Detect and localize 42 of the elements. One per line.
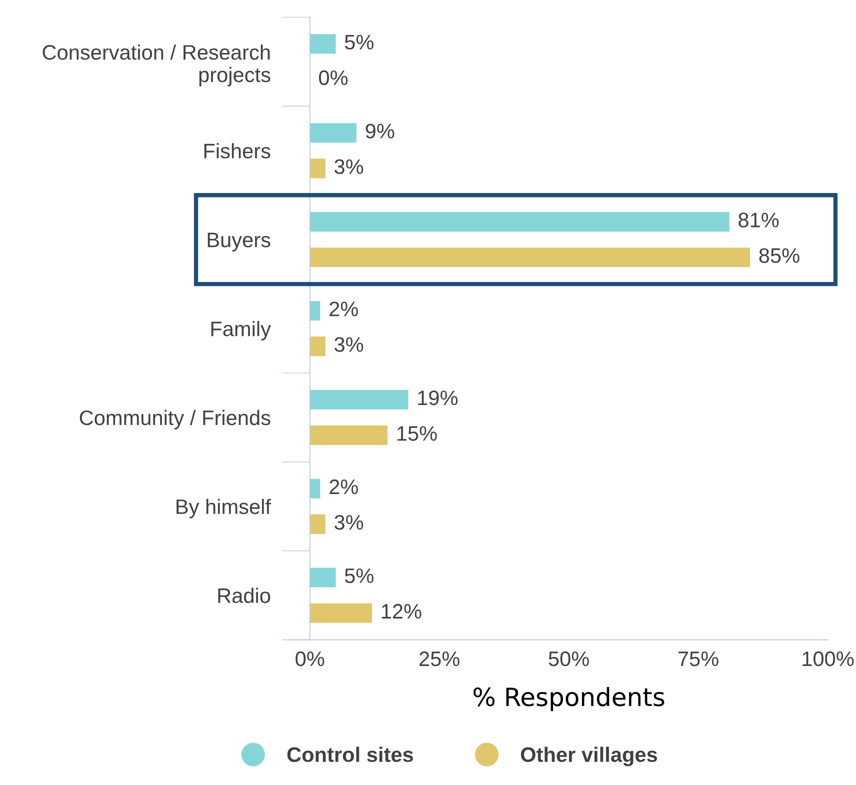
data-label: 2% xyxy=(330,479,358,494)
data-label: 3% xyxy=(334,515,364,530)
legend-label: Control sites xyxy=(287,746,414,762)
bar xyxy=(310,478,320,498)
bar xyxy=(310,123,356,143)
bar xyxy=(310,514,326,534)
y-tick-label: Buyers xyxy=(208,232,270,252)
bar xyxy=(310,603,372,623)
data-label: 3% xyxy=(334,159,364,174)
bar xyxy=(310,212,730,232)
bar xyxy=(310,158,326,178)
data-label: 5% xyxy=(344,34,374,50)
data-label: 3% xyxy=(334,337,364,352)
data-label: 9% xyxy=(366,124,394,138)
bar xyxy=(310,248,750,268)
x-tick-label: 50% xyxy=(548,651,589,666)
y-tick-label: Family xyxy=(211,320,271,340)
x-tick-label: 100% xyxy=(802,651,854,666)
data-label: 2% xyxy=(330,302,358,316)
data-label: 0% xyxy=(319,70,348,86)
bar xyxy=(310,568,336,588)
bar xyxy=(310,300,320,321)
bar xyxy=(310,34,336,54)
data-label: 15% xyxy=(397,426,437,441)
y-tick-label: Radio xyxy=(218,588,270,604)
x-axis-title: % Respondents xyxy=(474,686,664,712)
legend-label: Other villages xyxy=(520,746,658,766)
data-label: 12% xyxy=(382,604,422,619)
y-tick-label: Fishers xyxy=(204,143,270,158)
bar xyxy=(310,425,388,446)
y-tick-label: Conservation / Research projects xyxy=(42,44,270,86)
y-tick-label: Community / Friends xyxy=(80,410,270,430)
data-label: 5% xyxy=(344,568,374,584)
x-tick-label: 0% xyxy=(296,651,324,666)
x-tick-label: 75% xyxy=(678,652,718,666)
bar xyxy=(310,336,326,356)
data-label: 85% xyxy=(759,248,800,263)
data-label: 81% xyxy=(738,212,779,228)
bar xyxy=(310,390,408,410)
x-tick-label: 25% xyxy=(420,651,460,666)
y-tick-label: By himself xyxy=(176,498,272,518)
data-label: 19% xyxy=(418,390,458,406)
